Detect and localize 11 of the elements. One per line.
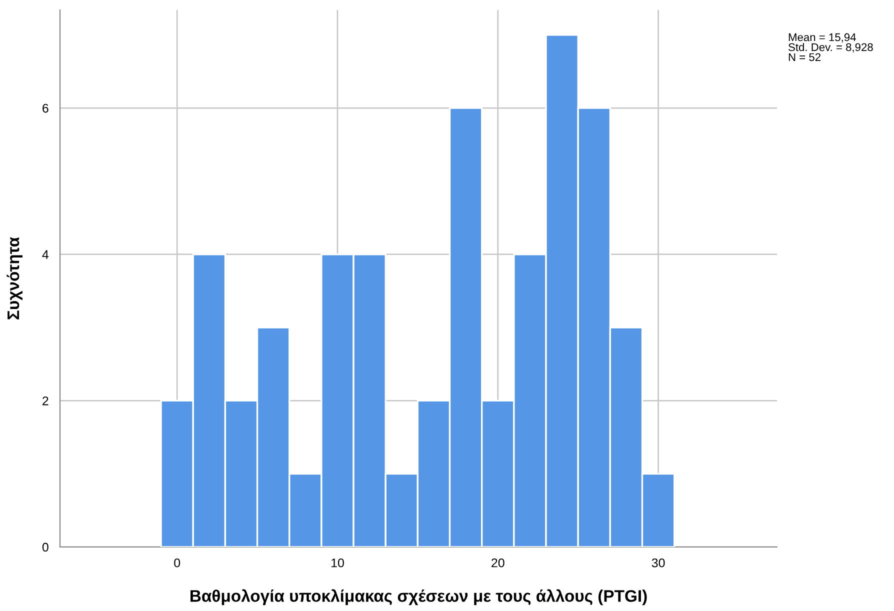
x-tick-label: 30 bbox=[652, 558, 665, 568]
y-tick-label: 2 bbox=[42, 396, 48, 406]
text: Mean = 15,94 Std. Dev. = 8,928 N = 52 bbox=[788, 33, 873, 62]
y-tick-label: 6 bbox=[42, 104, 48, 113]
x-tick-label: 20 bbox=[492, 558, 504, 568]
y-axis-title: Συχνότητα bbox=[6, 237, 22, 320]
x-tick-label: 10 bbox=[332, 558, 344, 568]
y-tick-label: 4 bbox=[42, 250, 49, 259]
x-tick-label: 0 bbox=[174, 558, 180, 568]
y-tick-label: 0 bbox=[42, 542, 48, 552]
x-axis-title: Βαθμολογία υποκλίμακας σχέσεων με τους άλλους (PTGI) bbox=[190, 589, 647, 606]
